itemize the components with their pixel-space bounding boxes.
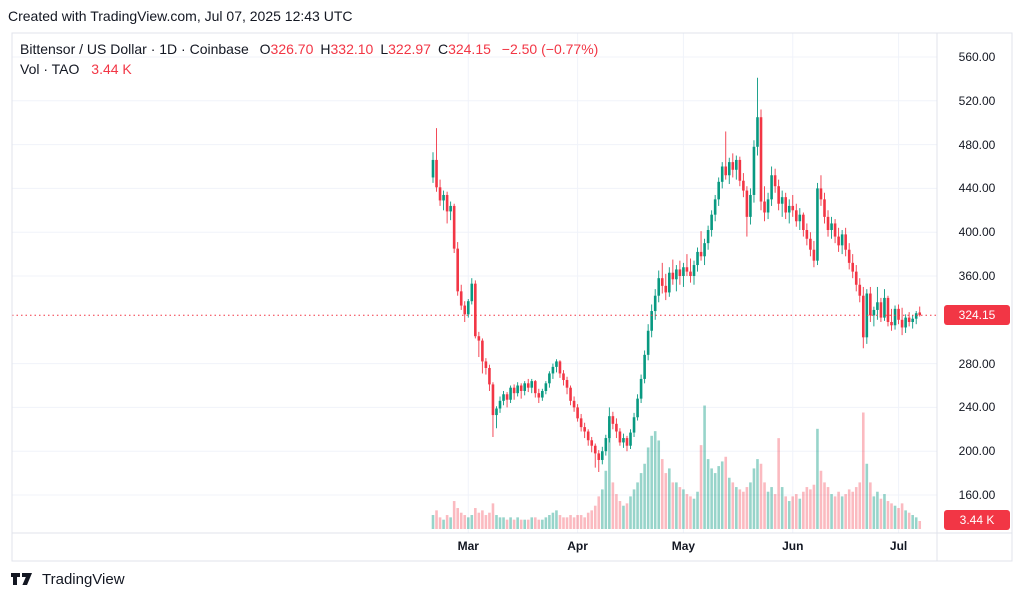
price-axis-tick: 480.00 [958, 137, 996, 152]
price-axis-tick: 280.00 [958, 356, 996, 371]
ohlc-item: C324.15 [437, 41, 491, 57]
ohlc-item: O326.70 [259, 41, 314, 57]
attribution-text: Created with TradingView.com, Jul 07, 20… [8, 8, 353, 24]
price-axis-tick: 200.00 [958, 444, 996, 459]
tradingview-logo-icon [11, 573, 32, 585]
chart-legend: Bittensor / US Dollar · 1D · Coinbase O3… [20, 39, 598, 79]
price-axis-tick: 160.00 [958, 488, 996, 502]
symbol-legend-row: Bittensor / US Dollar · 1D · Coinbase O3… [20, 39, 598, 59]
tradingview-brand-text: TradingView [42, 570, 125, 588]
price-axis-tick: 240.00 [958, 400, 996, 415]
last-price-badge: 324.15 [944, 305, 1010, 326]
time-axis-label: Apr [567, 539, 588, 553]
ohlc-item: L322.97 [380, 41, 431, 57]
time-axis-label: Mar [457, 539, 479, 553]
ohlc-values: O326.70 H332.10 L322.97 C324.15 [253, 41, 491, 57]
ohlc-item: H332.10 [320, 41, 374, 57]
price-change: −2.50 (−0.77%) [501, 41, 599, 57]
tradingview-footer-link[interactable]: TradingView [10, 570, 125, 588]
volume-legend-row: Vol · TAO 3.44 K [20, 59, 598, 79]
time-axis-label: Jun [782, 539, 804, 553]
time-axis-label: Jul [889, 539, 908, 553]
symbol-title: Bittensor / US Dollar · 1D · Coinbase [20, 41, 249, 57]
price-axis-tick: 440.00 [958, 181, 996, 196]
time-axis-label: May [671, 539, 696, 553]
price-axis-tick: 400.00 [958, 225, 996, 240]
last-volume-badge: 3.44 K [944, 510, 1010, 531]
volume-label: Vol · TAO [20, 61, 80, 77]
volume-value: 3.44 K [91, 61, 132, 77]
price-axis-tick: 560.00 [958, 50, 996, 64]
price-axis-tick: 520.00 [958, 93, 996, 108]
price-axis-tick: 360.00 [958, 269, 996, 283]
